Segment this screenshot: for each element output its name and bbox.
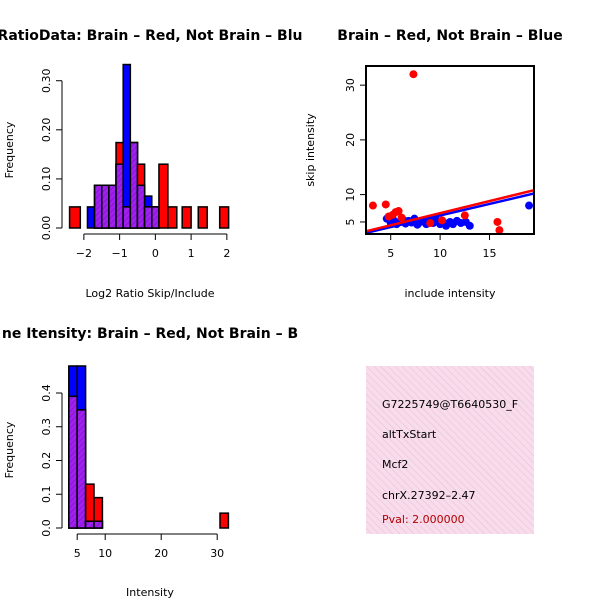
intensity-hist-bar-overlap [93, 520, 104, 529]
ratio-hist-bar-overlap [151, 206, 160, 229]
intensity-hist-x-tick-label: 10 [98, 547, 112, 560]
ratio-hist-title: RatioData: Brain – Red, Not Brain – Blu [0, 28, 302, 44]
info-event-type: altTxStart [382, 428, 437, 441]
info-box [366, 366, 534, 534]
ratio-hist-ylabel: Frequency [3, 121, 16, 178]
intensity-hist-bars [68, 365, 230, 529]
scatter-x-tick-label: 5 [387, 247, 394, 260]
scatter-xlabel: include intensity [404, 287, 496, 300]
intensity-hist-bar-brain [219, 512, 230, 529]
scatter-frame [365, 65, 535, 235]
ratio-hist-y-tick-label: 0.20 [40, 118, 53, 143]
ratio-hist-bar-brain [158, 163, 169, 229]
info-location: chrX.27392–2.47 [382, 489, 476, 502]
ratio-hist-bar-overlap [136, 184, 146, 229]
ratio-hist-bar-brain [181, 206, 192, 229]
not-brain-fit-line [366, 192, 534, 234]
ratio-hist-y-tick-label: 0.00 [40, 216, 53, 241]
intensity-scatter-panel: Brain – Red, Not Brain – Blue include in… [304, 28, 563, 300]
ratio-hist-bar-overlap [129, 141, 139, 229]
scatter-ylabel: skip intensity [304, 113, 317, 187]
ratio-hist-bar-overlap [122, 206, 132, 229]
not-brain-point [465, 221, 474, 230]
scatter-x-tick-label: 10 [433, 247, 447, 260]
brain-point [460, 211, 469, 220]
intensity-hist-xlabel: Intensity [126, 586, 174, 599]
intensity-hist-y-tick-label: 0.0 [40, 519, 53, 537]
scatter-axes: 5 10 15 5 10 20 30 [344, 65, 535, 260]
ratio-hist-bar-brain [68, 206, 82, 229]
ratio-hist-axes: −2 −1 0 1 2 0.00 0.10 0.20 0.30 [40, 68, 230, 260]
ratio-hist-y-tick-label: 0.10 [40, 167, 53, 192]
ratio-hist-bar-overlap [100, 184, 110, 229]
intensity-hist-y-tick-label: 0.4 [40, 384, 53, 402]
ratio-hist-bar-overlap [115, 163, 124, 229]
brain-point [397, 213, 406, 222]
intensity-hist-y-tick-label: 0.1 [40, 486, 53, 504]
brain-point [381, 200, 390, 209]
intensity-hist-bar-overlap [68, 395, 78, 529]
brain-fit-line [366, 189, 534, 233]
ratio-hist-bar-brain [218, 206, 230, 229]
intensity-hist-bar-overlap [84, 520, 95, 529]
ratio-hist-x-tick-label: 2 [223, 247, 230, 260]
ratio-hist-bar-notbrain [122, 63, 132, 229]
ratio-hist-xlabel: Log2 Ratio Skip/Include [85, 287, 214, 300]
scatter-title: Brain – Red, Not Brain – Blue [337, 28, 562, 44]
ratio-hist-bar-overlap [93, 184, 103, 229]
ratio-hist-bars [68, 63, 230, 229]
scatter-y-tick-label: 10 [344, 188, 357, 202]
scatter-x-tick-label: 15 [483, 247, 497, 260]
ratio-hist-x-tick-label: 0 [152, 247, 159, 260]
intensity-hist-title: ne Itensity: Brain – Red, Not Brain – B [2, 326, 298, 342]
ratio-hist-y-tick-label: 0.30 [40, 68, 53, 93]
intensity-hist-bar-overlap [76, 409, 87, 529]
intensity-histogram-panel: ne Itensity: Brain – Red, Not Brain – B … [2, 326, 298, 599]
not-brain-point [525, 201, 534, 210]
intensity-hist-y-tick-label: 0.3 [40, 418, 53, 436]
ratio-hist-x-tick-label: −1 [112, 247, 128, 260]
scatter-y-tick-label: 5 [344, 218, 357, 225]
scatter-points [366, 70, 534, 234]
scatter-plot-area [366, 70, 534, 234]
brain-point [368, 201, 377, 210]
ratio-hist-bar-overlap [143, 206, 153, 229]
intensity-hist-x-tick-label: 20 [154, 547, 168, 560]
ratio-histogram-panel: RatioData: Brain – Red, Not Brain – Blu … [0, 28, 302, 300]
ratio-hist-bar-notbrain [86, 206, 96, 229]
intensity-hist-ylabel: Frequency [3, 421, 16, 478]
info-event-id: G7225749@T6640530_F [382, 398, 518, 411]
brain-point [493, 217, 502, 226]
intensity-hist-x-tick-label: 30 [210, 547, 224, 560]
info-panel: G7225749@T6640530_F altTxStart Mcf2 chrX… [366, 366, 534, 534]
ratio-hist-bar-brain [167, 206, 178, 229]
scatter-y-tick-label: 20 [344, 133, 357, 147]
scatter-y-tick-label: 30 [344, 78, 357, 92]
ratio-hist-bar-overlap [108, 184, 117, 229]
intensity-hist-y-tick-label: 0.2 [40, 452, 53, 470]
ratio-hist-x-tick-label: −2 [76, 247, 92, 260]
ratio-hist-x-tick-label: 1 [188, 247, 195, 260]
ratio-hist-bar-brain [197, 206, 208, 229]
intensity-hist-axes: 5 10 20 30 0.0 0.1 0.2 0.3 0.4 [40, 384, 224, 560]
info-gene: Mcf2 [382, 458, 408, 471]
brain-point [495, 226, 504, 234]
info-pval: Pval: 2.000000 [382, 513, 465, 526]
brain-point [438, 216, 447, 225]
intensity-hist-x-tick-label: 5 [74, 547, 81, 560]
brain-point [394, 207, 403, 216]
brain-point [409, 70, 418, 79]
brain-point [426, 219, 435, 228]
